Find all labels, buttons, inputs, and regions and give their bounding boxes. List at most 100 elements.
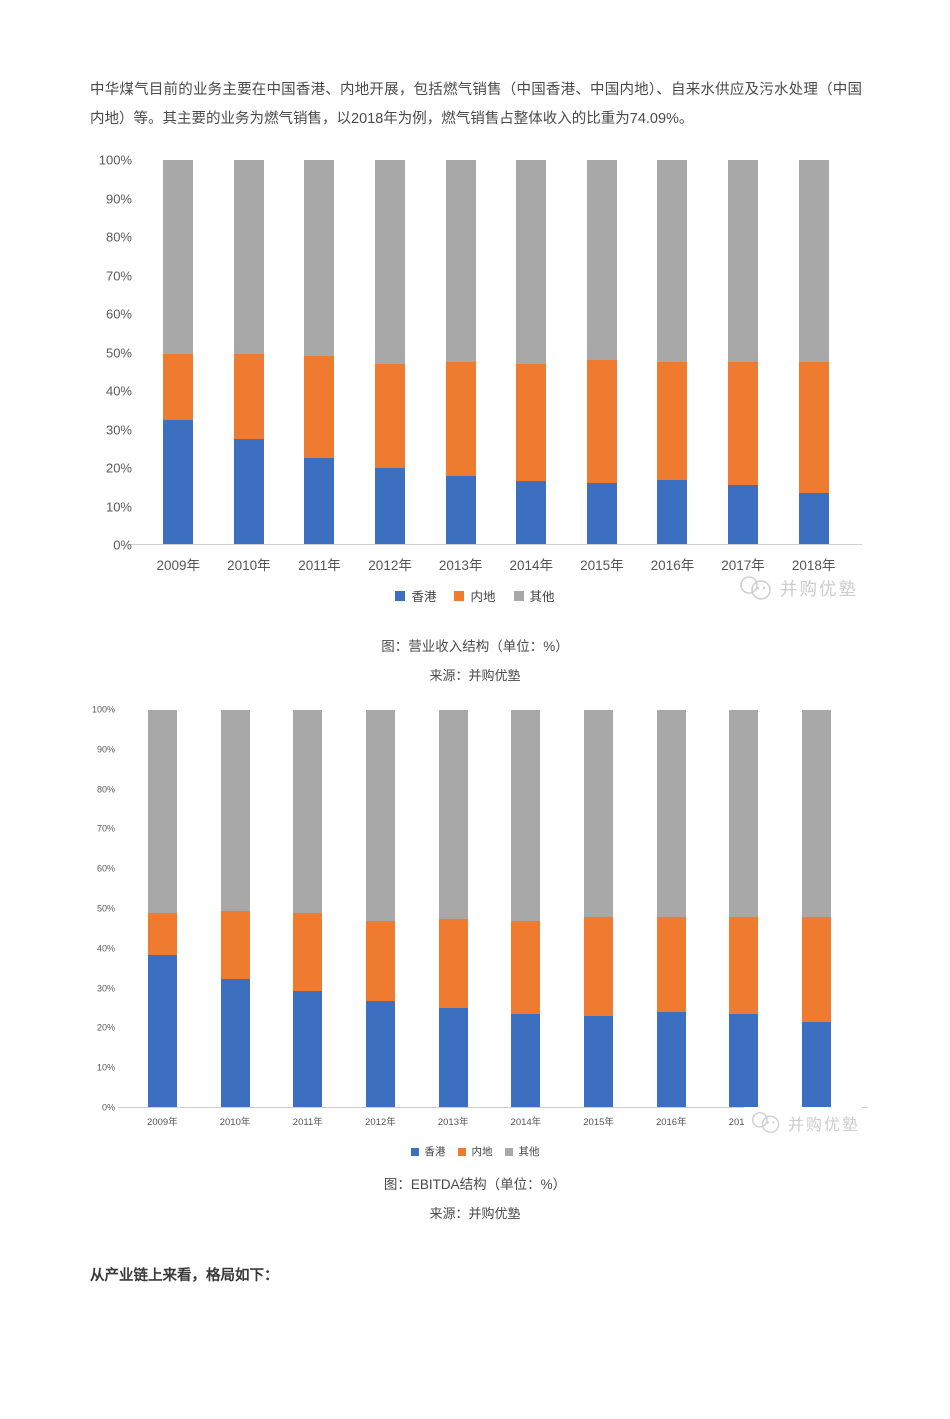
stacked-bar	[583, 710, 613, 1108]
bar-segment-香港	[729, 1014, 759, 1108]
bar-segment-香港	[583, 1016, 613, 1108]
section-heading: 从产业链上来看，格局如下：	[90, 1268, 279, 1284]
bar-segment-内地	[163, 354, 194, 420]
bar-segment-香港	[657, 479, 688, 545]
bar-segment-其他	[365, 710, 395, 921]
bar-segment-香港	[220, 978, 250, 1108]
y-axis-tick: 50%	[105, 345, 132, 360]
stacked-bar	[293, 710, 323, 1108]
intro-paragraph: 中华煤气目前的业务主要在中国香港、内地开展，包括燃气销售（中国香港、中国内地）、…	[90, 82, 862, 127]
bar-segment-其他	[220, 710, 250, 911]
chart-source: 来源：并购优塾	[429, 1206, 521, 1221]
x-axis-label: 2017年	[721, 558, 765, 573]
legend-item-其他: 其他	[513, 586, 555, 605]
y-axis-tick: 20%	[105, 460, 132, 476]
chart-source: 来源：并购优塾	[429, 668, 521, 683]
bar-segment-香港	[293, 990, 323, 1108]
bar-segment-其他	[233, 160, 264, 355]
bar-segment-香港	[304, 458, 335, 545]
x-axis-labels: 2009年 2010年 2011年 2012年 2013年 2014年 2015年 2016年…	[143, 545, 849, 574]
bar-segment-香港	[728, 485, 759, 545]
bar-segment-香港	[511, 1014, 541, 1108]
y-axis-tick: 100%	[91, 704, 115, 715]
bar-segment-其他	[375, 160, 406, 365]
y-axis-tick: 10%	[105, 499, 132, 514]
stacked-bar	[365, 710, 395, 1108]
bar-segment-香港	[163, 419, 194, 545]
legend-item-香港: 香港	[395, 586, 436, 605]
bar-segment-内地	[511, 920, 541, 1015]
watermark: 并购优塾	[743, 1107, 862, 1141]
bar-segment-内地	[657, 362, 688, 480]
bar-segment-内地	[220, 910, 250, 979]
y-axis-tick: 40%	[96, 943, 115, 954]
bar-segment-内地	[304, 356, 335, 459]
legend-item-内地: 内地	[457, 1144, 493, 1159]
bar-segment-其他	[293, 710, 323, 913]
y-axis: 0% 10% 20% 30% 40% 50% 60% 70% 80% 90% 100%	[0, 154, 143, 552]
legend-label: 香港	[411, 590, 437, 604]
legend-item-其他: 其他	[504, 1144, 540, 1159]
chart-caption: 图：营业收入结构（单位：%）	[381, 639, 569, 654]
bar-segment-香港	[798, 493, 829, 545]
bar-segment-香港	[375, 467, 406, 545]
bar-segment-内地	[656, 916, 686, 1013]
bar-segment-其他	[657, 160, 688, 363]
legend-label: 其他	[518, 1146, 540, 1158]
y-axis-tick: 90%	[96, 744, 115, 755]
legend-swatch	[395, 590, 406, 601]
stacked-bar	[147, 710, 177, 1108]
legend-label: 其他	[529, 590, 555, 604]
legend-swatch	[410, 1147, 419, 1156]
bar-segment-内地	[802, 916, 832, 1023]
bar-segment-其他	[147, 710, 177, 913]
chart-plot-area: 0% 10% 20% 30% 40% 50% 60% 70% 80% 90% 100%	[0, 154, 950, 552]
bar-segment-其他	[304, 160, 335, 357]
stacked-bar	[304, 160, 335, 545]
x-axis-label: 2014年	[509, 558, 554, 573]
legend-item-内地: 内地	[454, 586, 496, 605]
x-axis-label: 2012年	[368, 558, 412, 573]
stacked-bar	[438, 710, 468, 1108]
bar-segment-内地	[583, 916, 613, 1017]
bar-segment-香港	[802, 1022, 832, 1108]
y-axis-tick: 30%	[96, 983, 115, 994]
stacked-bar	[516, 160, 547, 545]
bar-segment-香港	[438, 1008, 468, 1108]
watermark-logo-icon	[751, 1111, 780, 1134]
x-axis-label: 2017年	[708, 1114, 781, 1128]
bar-segment-其他	[445, 160, 476, 363]
bar-segment-其他	[586, 160, 617, 361]
bar-segment-其他	[728, 160, 759, 363]
watermark-text: 并购优塾	[780, 578, 858, 599]
bar-segment-内地	[798, 362, 829, 494]
bar-segment-内地	[728, 362, 759, 486]
x-axis-label: 2012年	[365, 1117, 396, 1128]
watermark-text: 并购优塾	[787, 1116, 860, 1134]
x-axis-label: 2018年	[791, 558, 836, 573]
stacked-bar	[802, 710, 832, 1108]
x-axis-label: 2010年	[219, 1117, 251, 1128]
bar-segment-内地	[516, 364, 547, 482]
y-axis-tick: 0%	[113, 537, 132, 553]
y-axis: 0% 10% 20% 30% 40% 50% 60% 70% 80% 90% 100%	[0, 705, 126, 1112]
x-axis-label: 2009年	[147, 1117, 178, 1128]
y-axis-tick: 60%	[105, 306, 132, 322]
stacked-bar	[729, 710, 759, 1108]
x-axis-line	[131, 544, 862, 545]
stacked-bar	[233, 160, 264, 545]
bar-segment-香港	[516, 481, 547, 545]
legend-label: 香港	[424, 1146, 446, 1158]
y-axis-tick: 80%	[96, 784, 115, 795]
stacked-bar	[445, 160, 476, 545]
watermark-logo-icon	[740, 576, 771, 600]
stacked-bar	[728, 160, 759, 545]
bar-segment-内地	[147, 912, 177, 955]
legend-swatch	[457, 1147, 466, 1156]
stacked-bar	[586, 160, 617, 545]
y-axis-tick: 100%	[98, 152, 132, 168]
bar-segment-内地	[375, 364, 406, 468]
x-axis-label: 2010年	[227, 558, 271, 573]
bar-segment-内地	[729, 916, 759, 1015]
bar-segment-香港	[445, 475, 476, 545]
